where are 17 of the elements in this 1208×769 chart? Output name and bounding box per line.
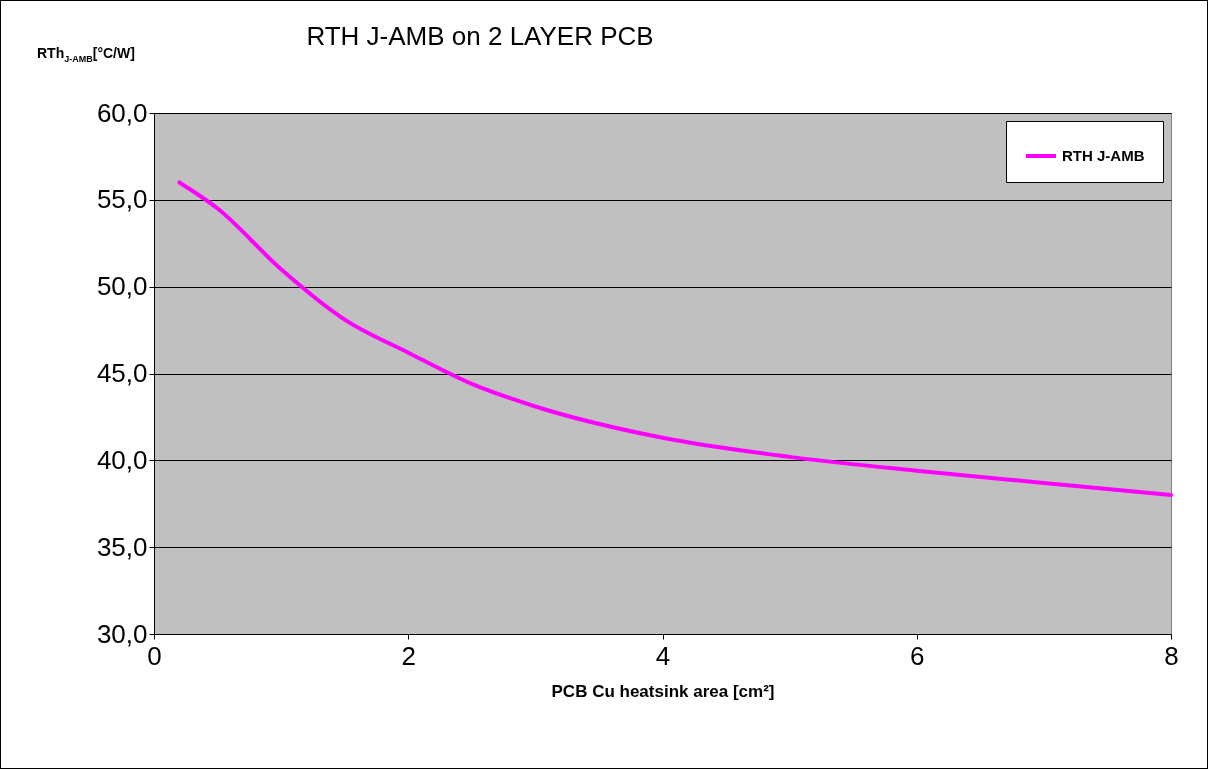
y-tick-label: 50,0 xyxy=(96,271,148,302)
x-tick-label: 8 xyxy=(1164,640,1179,671)
y-tick-label: 55,0 xyxy=(96,184,148,215)
y-tick-label: 60,0 xyxy=(96,97,148,128)
y-tick-label: 35,0 xyxy=(96,531,148,562)
x-tick-label: 2 xyxy=(401,640,416,671)
x-axis-title: PCB Cu heatsink area [cm²] xyxy=(551,681,775,701)
line-series xyxy=(177,180,1173,498)
legend-label: RTH J-AMB xyxy=(1062,147,1145,164)
x-tick-label: 6 xyxy=(910,640,925,671)
y-tick-label: 40,0 xyxy=(96,444,148,475)
y-tick-label: 45,0 xyxy=(96,358,148,388)
x-tick-label: 4 xyxy=(655,640,671,671)
y-axis-title: RTh$_{J-AMB}$[°C/W] xyxy=(37,45,135,64)
y-tick-label: 30,0 xyxy=(96,618,148,649)
chart-title: RTH J-AMB on 2 LAYER PCB xyxy=(306,21,654,51)
x-tick-label: 0 xyxy=(147,640,162,671)
